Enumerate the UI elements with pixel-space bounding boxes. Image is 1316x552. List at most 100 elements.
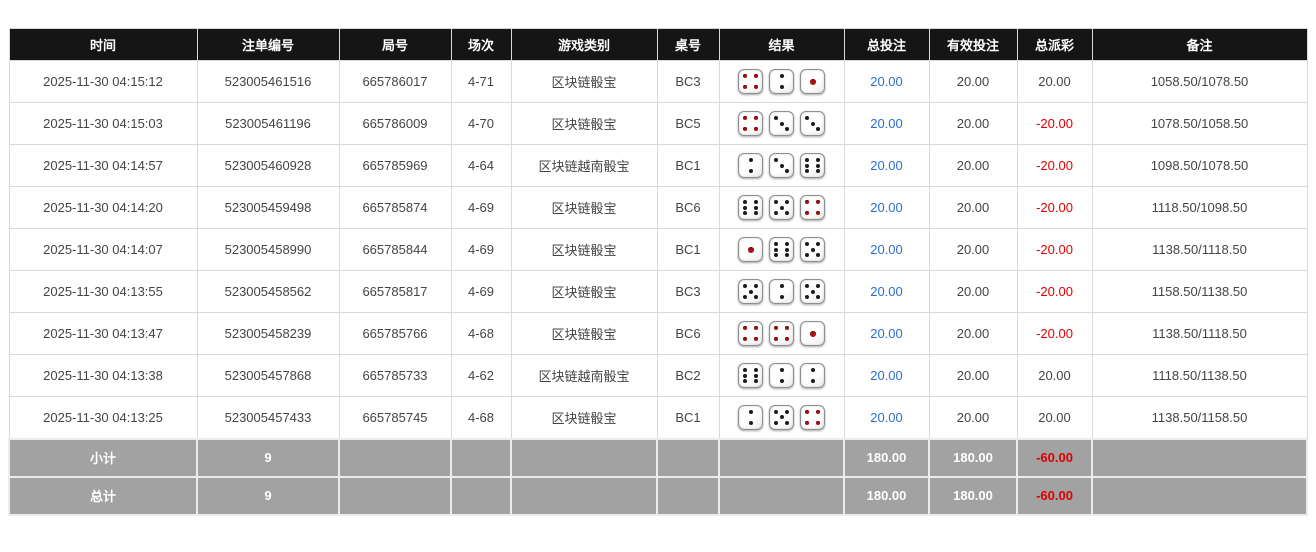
total-bet-link[interactable]: 20.00 [870,158,903,173]
cell-valid_bet: 20.00 [928,396,1018,439]
cell-total_bet: 20.00 [843,60,930,103]
total-bet-link[interactable]: 20.00 [870,200,903,215]
cell-remark: 1138.50/1158.50 [1091,396,1308,439]
total-bet-link[interactable]: 20.00 [870,242,903,257]
table-row: 2025-11-30 04:13:38 523005457868 665785733… [8,354,1308,397]
cell-remark: 1138.50/1118.50 [1091,228,1308,271]
total-bet-link[interactable]: 20.00 [870,284,903,299]
column-header-round_id: 局号 [338,28,452,61]
cell-time: 2025-11-30 04:13:38 [8,354,198,397]
summary-label: 总计 [8,475,198,516]
summary-empty [1091,437,1308,478]
dice-icon [769,321,794,346]
summary-count: 9 [196,437,340,478]
dice-icon [769,153,794,178]
column-header-session: 场次 [450,28,512,61]
cell-result [718,396,845,439]
dice-icon [769,237,794,262]
cell-time: 2025-11-30 04:15:12 [8,60,198,103]
dice-icon [738,153,763,178]
cell-game_type: 区块链骰宝 [510,312,658,355]
column-header-total_bet: 总投注 [843,28,930,61]
total-bet-link[interactable]: 20.00 [870,368,903,383]
cell-valid_bet: 20.00 [928,144,1018,187]
dice-icon [738,111,763,136]
summary-payout: -60.00 [1016,475,1093,516]
cell-result [718,60,845,103]
table-row: 2025-11-30 04:13:47 523005458239 665785766… [8,312,1308,355]
dice-icon [769,363,794,388]
summary-empty [718,437,845,478]
dice-icon [800,111,825,136]
column-header-payout: 总派彩 [1016,28,1093,61]
cell-result [718,270,845,313]
cell-session: 4-64 [450,144,512,187]
summary-empty [718,475,845,516]
total-bet-link[interactable]: 20.00 [870,409,903,425]
cell-time: 2025-11-30 04:15:03 [8,102,198,145]
cell-valid_bet: 20.00 [928,102,1018,145]
table-row: 2025-11-30 04:14:07 523005458990 665785844… [8,228,1308,271]
cell-result [718,186,845,229]
cell-remark: 1098.50/1078.50 [1091,144,1308,187]
cell-session: 4-69 [450,270,512,313]
cell-game_type: 区块链骰宝 [510,102,658,145]
dice-icon [769,279,794,304]
cell-time: 2025-11-30 04:13:55 [8,270,198,313]
cell-game_type: 区块链骰宝 [510,228,658,271]
cell-session: 4-71 [450,60,512,103]
cell-time: 2025-11-30 04:14:20 [8,186,198,229]
cell-remark: 1138.50/1118.50 [1091,312,1308,355]
cell-time: 2025-11-30 04:13:25 [8,396,198,439]
dice-icon [800,153,825,178]
cell-session: 4-62 [450,354,512,397]
dice-icon [769,195,794,220]
table-row: 2025-11-30 04:15:03 523005461196 665786009… [8,102,1308,145]
cell-round_id: 665785874 [338,186,452,229]
summary-empty [510,437,658,478]
total-bet-link[interactable]: 20.00 [870,74,903,89]
cell-table_no: BC2 [656,354,720,397]
dice-icon [769,69,794,94]
cell-result [718,228,845,271]
cell-table_no: BC1 [656,396,720,439]
dice-icon [738,279,763,304]
dice-icon [800,363,825,388]
summary-label: 小计 [8,437,198,478]
table-row: 2025-11-30 04:15:12 523005461516 665786017… [8,60,1308,103]
total-bet-link[interactable]: 20.00 [870,116,903,131]
cell-remark: 1118.50/1138.50 [1091,354,1308,397]
cell-round_id: 665785817 [338,270,452,313]
cell-round_id: 665786009 [338,102,452,145]
cell-round_id: 665785733 [338,354,452,397]
cell-time: 2025-11-30 04:14:07 [8,228,198,271]
column-header-time: 时间 [8,28,198,61]
cell-table_no: BC3 [656,270,720,313]
cell-result [718,312,845,355]
cell-payout: -20.00 [1016,144,1093,187]
column-header-result: 结果 [718,28,845,61]
column-header-game_type: 游戏类别 [510,28,658,61]
summary-empty [450,475,512,516]
total-bet-link[interactable]: 20.00 [870,326,903,341]
table-row: 2025-11-30 04:14:57 523005460928 665785969… [8,144,1308,187]
cell-valid_bet: 20.00 [928,228,1018,271]
cell-valid_bet: 20.00 [928,312,1018,355]
cell-payout: 20.00 [1016,396,1093,439]
cell-game_type: 区块链骰宝 [510,270,658,313]
cell-total_bet: 20.00 [843,102,930,145]
summary-empty [510,475,658,516]
cell-session: 4-68 [450,396,512,439]
cell-result [718,354,845,397]
cell-session: 4-69 [450,228,512,271]
dice-icon [738,195,763,220]
summary-valid-bet: 180.00 [928,437,1018,478]
summary-payout: -60.00 [1016,437,1093,478]
dice-icon [800,321,825,346]
table-row: 2025-11-30 04:13:55 523005458562 665785817… [8,270,1308,313]
dice-icon [738,237,763,262]
column-header-remark: 备注 [1091,28,1308,61]
summary-empty [338,437,452,478]
dice-icon [800,279,825,304]
cell-remark: 1118.50/1098.50 [1091,186,1308,229]
